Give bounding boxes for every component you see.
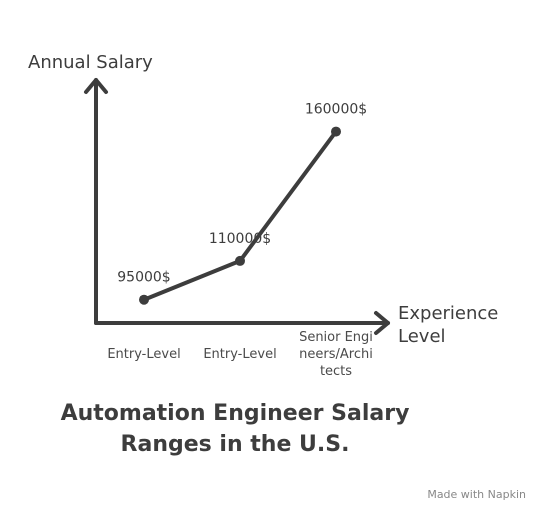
value-label: 160000$ xyxy=(305,102,367,118)
point xyxy=(235,255,245,266)
line xyxy=(142,129,338,302)
x-axis-arrow xyxy=(374,311,390,335)
y-axis-arrow xyxy=(84,78,108,94)
x-tick-label: Senior Engineers/Architects xyxy=(299,330,373,379)
value-label: 110000$ xyxy=(209,231,271,247)
x-tick-label: Entry-Level xyxy=(203,347,277,362)
x-axis-label: Experience Level xyxy=(398,303,499,347)
footer: Made with Napkin xyxy=(427,488,526,501)
chart-title: Automation Engineer Salary Ranges in the… xyxy=(60,401,410,457)
value-label: 95000$ xyxy=(117,270,170,286)
x-tick-label: Entry-Level xyxy=(107,347,181,362)
y-axis-label: Annual Salary xyxy=(28,52,153,73)
point xyxy=(139,294,149,305)
point xyxy=(331,126,341,137)
